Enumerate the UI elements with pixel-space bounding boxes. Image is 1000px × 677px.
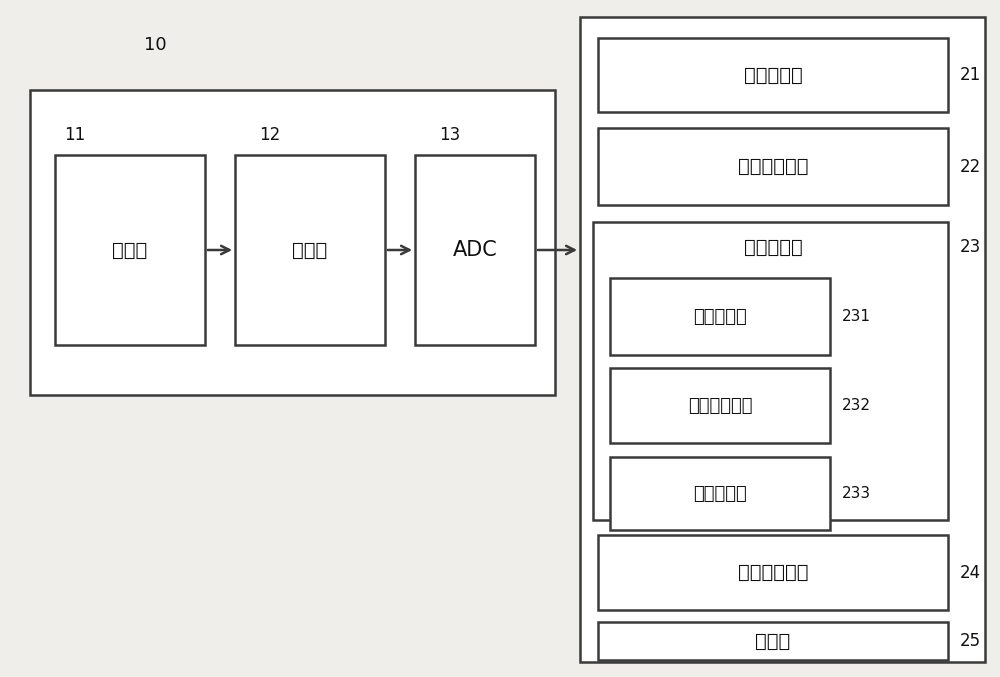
Text: 贡献度计算部: 贡献度计算部	[688, 397, 752, 414]
Text: 233: 233	[842, 486, 871, 501]
Bar	[235, 155, 385, 345]
Text: 通道决定部: 通道决定部	[693, 485, 747, 502]
Text: 23: 23	[960, 238, 981, 256]
Bar	[30, 90, 555, 395]
Text: 函数计算部: 函数计算部	[693, 307, 747, 326]
Bar	[55, 155, 205, 345]
Text: 10: 10	[144, 36, 166, 54]
Text: 231: 231	[842, 309, 871, 324]
Bar	[598, 535, 948, 610]
Text: 解析用数据库: 解析用数据库	[738, 563, 808, 582]
Text: 232: 232	[842, 398, 871, 413]
Text: 曲线图生成部: 曲线图生成部	[738, 157, 808, 176]
Text: 测量部: 测量部	[112, 240, 148, 259]
Bar	[610, 278, 830, 355]
Text: ADC: ADC	[453, 240, 497, 260]
Text: 25: 25	[960, 632, 981, 650]
Bar	[580, 17, 985, 662]
Text: 11: 11	[64, 126, 86, 144]
Text: 24: 24	[960, 563, 981, 582]
Bar	[610, 368, 830, 443]
Bar	[598, 38, 948, 112]
Text: 13: 13	[439, 126, 461, 144]
Text: 20: 20	[984, 0, 1000, 4]
Text: 数据收集部: 数据收集部	[744, 66, 802, 85]
Text: 数据解析部: 数据解析部	[744, 238, 802, 257]
Text: 22: 22	[960, 158, 981, 175]
Bar	[593, 222, 948, 520]
Text: 检测器: 检测器	[292, 240, 328, 259]
Text: 12: 12	[259, 126, 281, 144]
Bar	[598, 622, 948, 660]
Text: 显示部: 显示部	[755, 632, 791, 651]
Bar	[415, 155, 535, 345]
Bar	[598, 128, 948, 205]
Bar	[610, 457, 830, 530]
Text: 21: 21	[960, 66, 981, 84]
